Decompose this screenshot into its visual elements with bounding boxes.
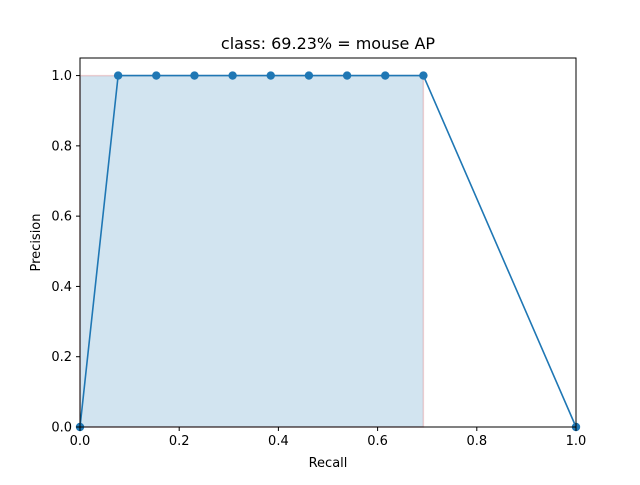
x-tick-label: 0.4 <box>268 434 289 449</box>
y-axis-ticks: 0.0 0.2 0.4 0.6 0.8 1.0 <box>51 69 80 436</box>
data-point-marker <box>381 71 390 80</box>
y-tick-label: 1.0 <box>51 69 72 84</box>
x-tick-label: 0.8 <box>466 434 487 449</box>
chart-title: class: 69.23% = mouse AP <box>221 34 436 53</box>
data-point-marker <box>228 71 237 80</box>
y-tick-label: 0.8 <box>51 139 72 154</box>
x-tick-label: 1.0 <box>566 434 587 449</box>
x-tick-label: 0.2 <box>169 434 190 449</box>
x-axis-ticks: 0.0 0.2 0.4 0.6 0.8 1.0 <box>70 427 587 449</box>
ap-shaded-area <box>79 74 425 428</box>
y-tick-label: 0.4 <box>51 280 72 295</box>
data-point-marker <box>113 71 123 80</box>
data-point-marker <box>419 71 428 80</box>
data-point-marker <box>342 71 352 80</box>
plot-frame <box>79 57 577 428</box>
ap-shaded-area-group <box>79 74 425 428</box>
x-tick-label: 0.0 <box>70 434 91 449</box>
data-point-marker <box>304 71 314 80</box>
data-point-marker <box>152 71 161 80</box>
x-tick-label: 0.6 <box>367 434 388 449</box>
data-point-marker <box>266 71 275 80</box>
data-point-marker <box>190 71 199 80</box>
y-tick-label: 0.6 <box>51 210 72 225</box>
series-marker-group <box>75 71 581 432</box>
y-tick-label: 0.2 <box>51 350 72 365</box>
y-axis-label: Precision <box>29 213 44 271</box>
y-tick-label: 0.0 <box>51 421 72 436</box>
x-axis-label: Recall <box>309 456 348 471</box>
